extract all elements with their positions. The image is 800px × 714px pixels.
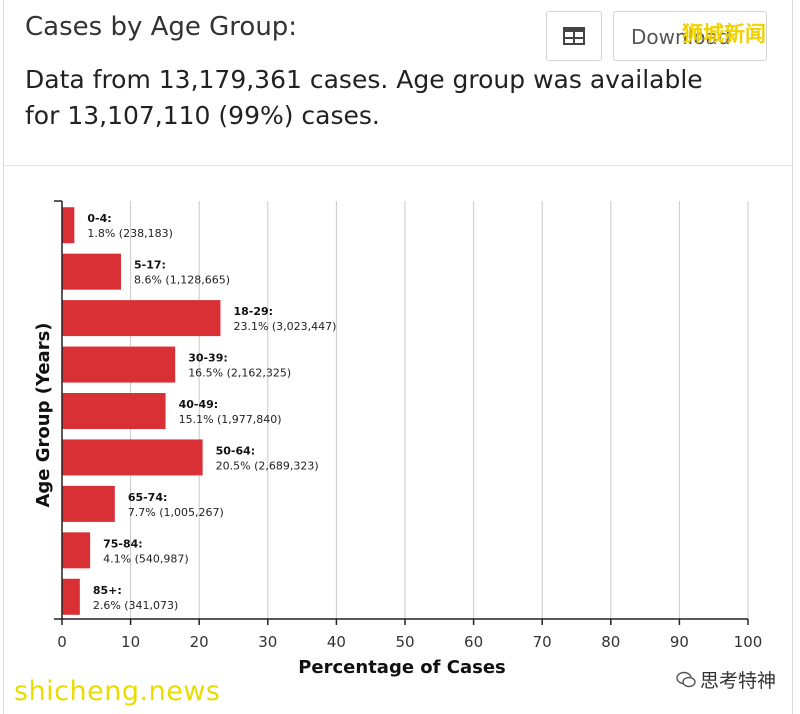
- bar-value-label-5: 20.5% (2,689,323): [216, 459, 319, 472]
- bar-3: [62, 346, 176, 383]
- bar-value-label-1: 8.6% (1,128,665): [134, 274, 230, 287]
- x-tick-label-50: 50: [395, 633, 414, 651]
- bar-value-label-0: 1.8% (238,183): [87, 227, 173, 240]
- table-view-button[interactable]: [546, 11, 602, 61]
- bar-value-label-7: 4.1% (540,987): [103, 552, 189, 565]
- x-tick-label-70: 70: [533, 633, 552, 651]
- watermark-bottom-right: 思考特神: [676, 666, 776, 693]
- bar-8: [62, 578, 80, 615]
- watermark-bottom-left: shicheng.news: [14, 676, 221, 707]
- bar-category-label-1: 5-17:: [134, 259, 166, 272]
- age-group-bar-chart: 0-4: 1.8% (238,183) 5-17: 8.6% (1,128,665) 1…: [33, 200, 763, 678]
- x-tick-label-40: 40: [327, 633, 346, 651]
- page-title: Cases by Age Group:: [25, 12, 298, 42]
- bar-value-label-8: 2.6% (341,073): [93, 599, 179, 612]
- x-tick-label-10: 10: [121, 633, 140, 651]
- bar-6: [62, 485, 115, 522]
- x-tick-label-30: 30: [258, 633, 277, 651]
- x-tick-label-100: 100: [734, 633, 763, 651]
- bar-category-label-8: 85+:: [93, 584, 122, 597]
- bar-value-label-3: 16.5% (2,162,325): [188, 367, 291, 380]
- table-icon: [563, 27, 585, 45]
- bar-5: [62, 439, 203, 476]
- watermark-bottom-right-text: 思考特神: [700, 670, 777, 692]
- x-tick-label-80: 80: [601, 633, 620, 651]
- y-axis-title: Age Group (Years): [33, 322, 54, 507]
- bar-category-label-4: 40-49:: [179, 398, 219, 411]
- bar-7: [62, 532, 91, 569]
- download-button[interactable]: Download: [613, 11, 767, 61]
- x-tick-label-90: 90: [670, 633, 689, 651]
- bar-category-label-7: 75-84:: [103, 537, 143, 550]
- bar-category-label-6: 65-74:: [128, 491, 168, 504]
- bar-value-label-4: 15.1% (1,977,840): [179, 413, 282, 426]
- bar-0: [62, 207, 75, 244]
- bar-category-label-2: 18-29:: [233, 305, 273, 318]
- bar-category-label-0: 0-4:: [87, 212, 111, 225]
- x-axis-title: Percentage of Cases: [298, 657, 506, 678]
- bar-value-label-2: 23.1% (3,023,447): [233, 320, 336, 333]
- x-tick-label-60: 60: [464, 633, 483, 651]
- x-tick-label-20: 20: [190, 633, 209, 651]
- bar-2: [62, 300, 221, 337]
- bar-category-label-3: 30-39:: [188, 352, 228, 365]
- bar-4: [62, 393, 166, 429]
- header-divider: [3, 165, 793, 166]
- bar-1: [62, 253, 121, 290]
- chart-card: [3, 0, 793, 714]
- wechat-icon: [676, 671, 696, 687]
- x-tick-label-0: 0: [57, 633, 67, 651]
- bar-category-label-5: 50-64:: [216, 444, 256, 457]
- watermark-top-right: 狮城新闻: [682, 22, 766, 46]
- chart-subtitle: Data from 13,179,361 cases. Age group wa…: [25, 65, 703, 130]
- bar-value-label-6: 7.7% (1,005,267): [128, 506, 224, 519]
